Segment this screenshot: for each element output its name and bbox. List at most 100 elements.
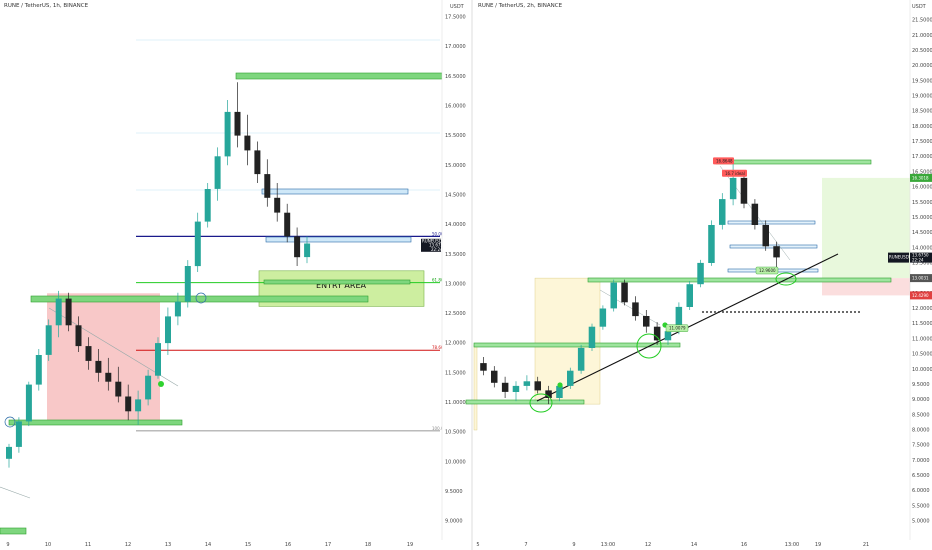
high-annotation: [713, 157, 734, 165]
last-price-countdown: 22:24: [431, 247, 443, 252]
price-tick-label: 17.0000: [445, 44, 466, 50]
bottom-bar: [0, 527, 27, 535]
ideal-annotation-text: 16.7 ideal: [725, 171, 745, 176]
time-tick-label: 9: [6, 542, 9, 548]
price-tick-label: 15.0000: [445, 163, 466, 169]
candle: [6, 443, 12, 468]
candle-body: [729, 177, 737, 200]
candle: [632, 296, 639, 321]
price-tick-label: 12.0000: [912, 306, 932, 312]
candle-body: [224, 111, 231, 157]
fib-100-label: 100.00: [432, 426, 446, 431]
candle-body: [85, 346, 92, 361]
candle: [610, 279, 617, 312]
price-tick-label: 15.5000: [912, 200, 932, 206]
candle-body: [719, 199, 726, 225]
price-tick-label: 7.5000: [912, 443, 930, 449]
left-red-retrace-zone: [47, 293, 160, 425]
candle: [294, 227, 301, 266]
candle: [75, 316, 82, 352]
candle-body: [740, 177, 748, 204]
candle-body: [125, 396, 132, 412]
candle: [45, 319, 52, 361]
time-tick-label: 14: [691, 542, 697, 548]
candle: [729, 160, 737, 206]
right-chart[interactable]: 16.8648 16.7 ideal 12.9600 11.0079 RUNE …: [465, 0, 910, 540]
high-annotation-text: 16.8648: [716, 158, 733, 163]
candle-body: [95, 360, 102, 373]
candle-body: [25, 384, 32, 422]
candle-body: [244, 135, 251, 151]
candle: [751, 199, 759, 230]
time-tick-label: 12: [645, 542, 651, 548]
higher-low-circle: [529, 393, 553, 413]
candle: [95, 349, 102, 382]
candle: [653, 322, 661, 345]
candle: [55, 290, 62, 338]
time-tick-label: 11: [85, 542, 91, 548]
candle: [224, 100, 231, 166]
candle: [643, 310, 650, 333]
candle-body: [15, 421, 22, 447]
price-tick-label: 11.0000: [445, 400, 466, 406]
last-price-countdown: 22:24: [912, 258, 924, 263]
trend-line: [599, 289, 661, 326]
price-tick-label: 15.0000: [912, 215, 932, 221]
candle: [588, 323, 596, 351]
candle-body: [75, 325, 82, 347]
blue-level-bar: [727, 220, 816, 225]
blue-level-bar-2: [265, 236, 412, 243]
candle: [491, 366, 498, 388]
candle-body: [274, 197, 281, 213]
blue-level-bar: [261, 188, 409, 195]
candle-body: [664, 331, 672, 341]
candle: [234, 82, 241, 148]
price-tick-label: 10.5000: [445, 430, 466, 436]
time-tick-label: 19: [815, 542, 821, 548]
candle: [174, 292, 181, 326]
price-tick-label: 14.0000: [912, 245, 932, 251]
price-tick-label: 8.0000: [912, 428, 930, 434]
buy-marker: [557, 382, 563, 388]
time-tick-label: 18: [365, 542, 371, 548]
last-price-symbol: RUNEUSDT: [422, 238, 445, 243]
ideal-annotation: [722, 169, 747, 177]
candle-body: [762, 225, 769, 247]
candle-body: [653, 326, 661, 341]
price-tick-label: 11.5000: [445, 370, 466, 376]
time-tick-label: 16: [285, 542, 291, 548]
price-tick-label: 18.5000: [912, 109, 932, 115]
price-tick-label: 8.5000: [912, 412, 930, 418]
candle: [105, 357, 112, 391]
price-tick-label: 10.0000: [912, 367, 932, 373]
candle: [762, 220, 769, 251]
price-tick-label: 10.5000: [912, 352, 932, 358]
left-chart[interactable]: ENTRY AREA 50.00% 61.80% 78.60% 100.00: [0, 0, 447, 540]
candle: [501, 376, 509, 398]
price-tick-label: 15.5000: [445, 133, 466, 139]
breakout-bar: [30, 295, 369, 303]
price-tick-label: 9.0000: [445, 519, 463, 525]
candle-body: [194, 221, 201, 267]
right-time-axis: 5 7 9 13:00 12 14 16 13:00 19 21: [476, 542, 869, 548]
right-candles: [480, 160, 780, 405]
candle: [35, 349, 42, 391]
price-tick-label: 13.5000: [445, 252, 466, 258]
price-tick-label: 7.0000: [912, 458, 930, 464]
price-tick-label: 5.0000: [912, 519, 930, 525]
fib-50-label: 50.00%: [432, 231, 447, 236]
time-tick-label: 13: [165, 542, 171, 548]
price-tick-label: 21.0000: [912, 33, 932, 39]
mid-support-bar: [473, 342, 681, 348]
candle-body: [567, 370, 574, 386]
time-tick-label: 19: [407, 542, 413, 548]
time-tick-label: 5: [476, 542, 479, 548]
candle-body: [115, 381, 122, 397]
retest-circle: [775, 272, 797, 286]
candle-body: [588, 326, 596, 348]
time-tick-label: 13:00: [601, 542, 615, 548]
candle: [194, 212, 201, 272]
candle: [184, 260, 191, 308]
